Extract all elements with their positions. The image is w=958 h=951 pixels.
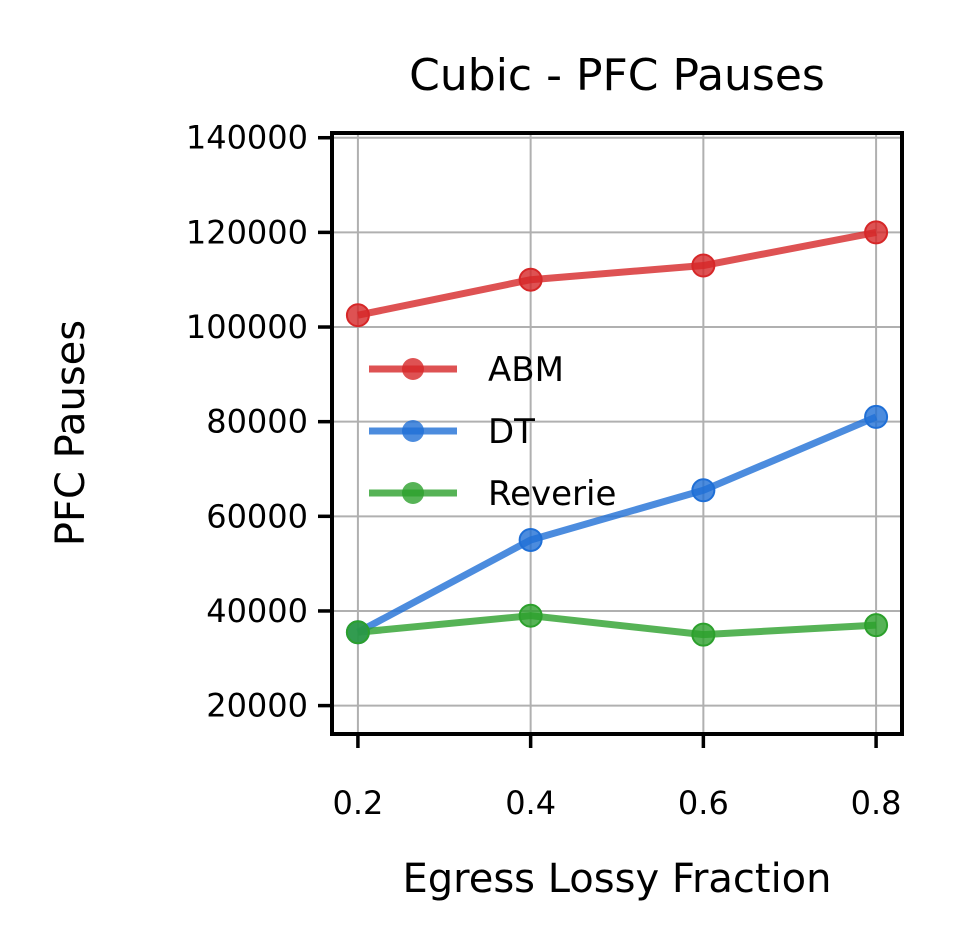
y-axis-ticks: 20000 40000 60000 80000 100000 120000 140000 <box>186 119 332 725</box>
y-tick-label: 140000 <box>186 119 308 157</box>
data-point-reverie <box>518 603 543 628</box>
series-line-reverie <box>357 612 877 639</box>
x-axis-label: Egress Lossy Fraction <box>402 856 831 902</box>
data-point-reverie <box>345 620 370 645</box>
series-lines <box>356 228 878 639</box>
data-point-dt <box>518 527 543 552</box>
data-point-abm <box>864 220 889 245</box>
series-points <box>345 220 889 647</box>
data-point-dt <box>691 478 716 503</box>
x-tick-label: 0.6 <box>678 784 729 822</box>
legend-marker-reverie <box>402 482 424 504</box>
data-point-abm <box>518 267 543 292</box>
series-line-abm <box>357 228 877 319</box>
y-tick-label: 100000 <box>186 308 308 346</box>
x-tick-label: 0.2 <box>332 784 383 822</box>
y-axis-label: PFC Pauses <box>48 320 94 546</box>
x-axis-ticks: 0.2 0.4 0.6 0.8 <box>332 734 902 822</box>
series-line-dt <box>356 413 878 636</box>
legend-marker-dt <box>402 420 424 442</box>
legend-label-abm: ABM <box>488 350 564 390</box>
x-tick-label: 0.8 <box>851 784 902 822</box>
y-tick-label: 120000 <box>186 213 308 251</box>
data-point-reverie <box>691 622 716 647</box>
data-point-abm <box>345 303 370 328</box>
chart-title: Cubic - PFC Pauses <box>409 50 825 101</box>
legend-label-reverie: Reverie <box>488 474 616 514</box>
data-point-abm <box>691 253 716 278</box>
data-point-dt <box>864 404 889 429</box>
x-tick-label: 0.4 <box>505 784 556 822</box>
y-tick-label: 80000 <box>206 403 308 441</box>
grid-lines <box>332 133 902 734</box>
legend-marker-abm <box>402 358 424 380</box>
data-point-reverie <box>864 613 889 638</box>
legend: ABM DT Reverie <box>369 350 616 514</box>
y-tick-label: 60000 <box>206 497 308 535</box>
legend-label-dt: DT <box>488 412 535 452</box>
y-tick-label: 40000 <box>206 592 308 630</box>
y-tick-label: 20000 <box>206 687 308 725</box>
plot-frame <box>330 131 904 736</box>
